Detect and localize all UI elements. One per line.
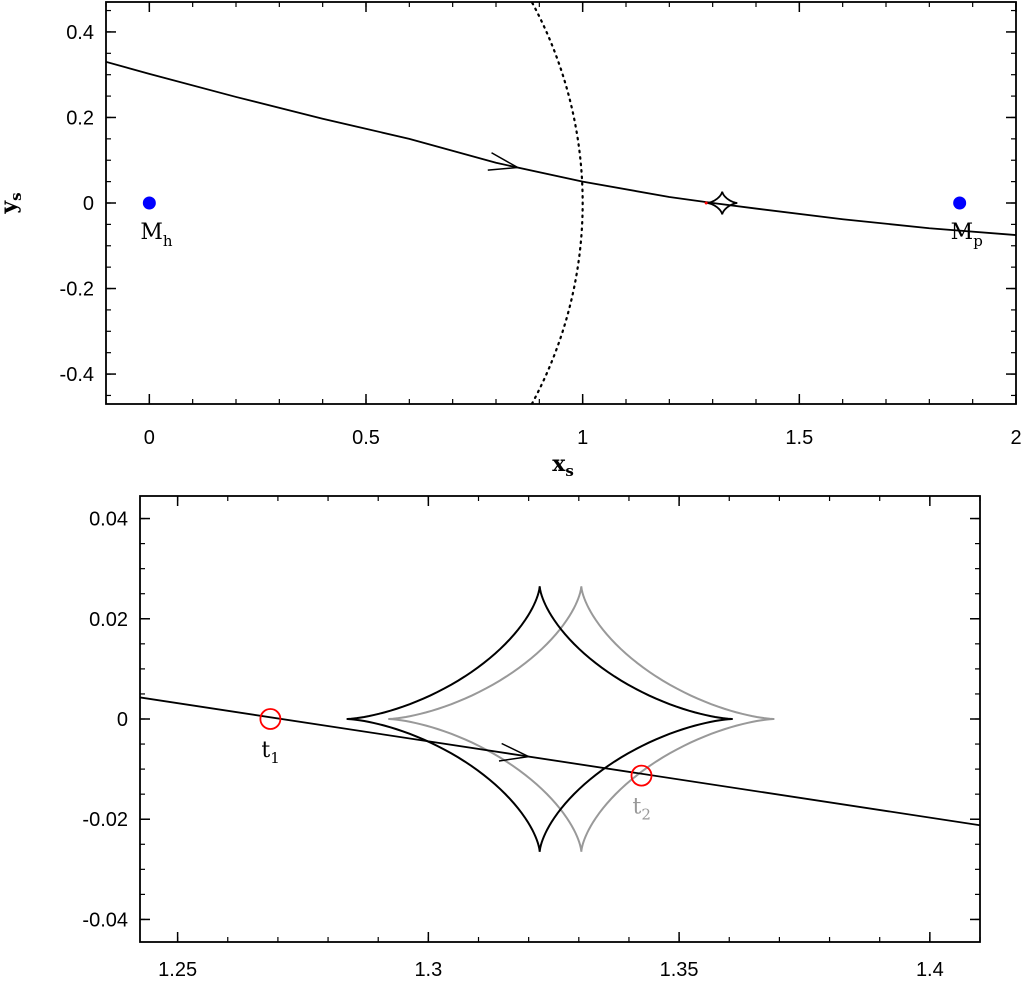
top-x-tick-label: 0 [144, 427, 155, 449]
caustic-curve [707, 191, 738, 215]
crossing-point-marker [704, 201, 708, 205]
top-y-tick-label: 0.2 [66, 107, 94, 129]
mass-label-sub: p [973, 232, 983, 250]
top-y-tick-label: 0.4 [66, 22, 94, 44]
top-plot-content: Mh Mp [106, 2, 1016, 404]
bottom-y-tick-label: -0.04 [82, 909, 128, 931]
planet-mass-label: Mp [951, 220, 983, 250]
mass-label-sub: h [163, 232, 173, 250]
bottom-y-tick-label: 0.02 [89, 609, 128, 631]
caustic-curve-t2 [388, 586, 775, 852]
top-y-tick-label: -0.2 [60, 279, 94, 301]
bottom-y-tick-label: -0.02 [82, 809, 128, 831]
bottom-plot-frame [139, 495, 981, 943]
mass-label-main: M [951, 220, 974, 245]
top-x-tick-label: 2 [1010, 427, 1021, 449]
top-y-tick-label: 0 [83, 193, 94, 215]
top-x-axis-label: xs [552, 451, 574, 480]
y-axis-label-main: y [0, 200, 22, 215]
top-x-tick-label: 1 [577, 427, 588, 449]
trajectory-direction-arrow [498, 742, 532, 762]
marker-label-main: t [632, 795, 641, 820]
top-ticks: 0 0.5 1 1.5 2 -0.4 -0.2 0 0.2 0.4 [60, 2, 1021, 449]
x-axis-label-main: x [552, 451, 566, 477]
x-axis-label-sub: s [565, 462, 573, 480]
top-plot-frame [105, 1, 1017, 405]
bottom-x-tick-label: 1.3 [414, 959, 442, 981]
t2-marker-circle [630, 764, 653, 787]
marker-label-sub: 1 [270, 749, 280, 767]
top-y-tick-label: -0.4 [60, 364, 94, 386]
t2-label: t2 [632, 795, 650, 824]
t1-marker-circle [259, 708, 282, 730]
bottom-x-tick-label: 1.4 [916, 959, 944, 981]
trajectory-direction-arrow [487, 152, 521, 171]
bottom-x-tick-label: 1.25 [158, 959, 197, 981]
mass-label-main: M [140, 220, 163, 245]
marker-label-main: t [261, 738, 270, 763]
top-y-axis-label: ys [0, 192, 25, 214]
caustic-curve-t1 [346, 586, 733, 852]
bottom-x-tick-label: 1.35 [660, 959, 699, 981]
bottom-y-tick-label: 0 [117, 709, 128, 731]
source-trajectory-line [106, 61, 1016, 236]
top-x-tick-label: 0.5 [352, 427, 380, 449]
einstein-ring-circle [530, 2, 584, 404]
bottom-ticks: 1.25 1.3 1.35 1.4 -0.04 -0.02 0 0.02 0.04 [82, 496, 981, 981]
host-mass-label: Mh [140, 220, 173, 250]
planet-mass-point [953, 196, 967, 210]
host-mass-point [142, 196, 156, 210]
bottom-y-tick-label: 0.04 [89, 509, 128, 531]
top-x-tick-label: 1.5 [785, 427, 813, 449]
marker-label-sub: 2 [641, 806, 651, 824]
t1-label: t1 [261, 738, 279, 767]
y-axis-label-sub: s [7, 192, 25, 200]
